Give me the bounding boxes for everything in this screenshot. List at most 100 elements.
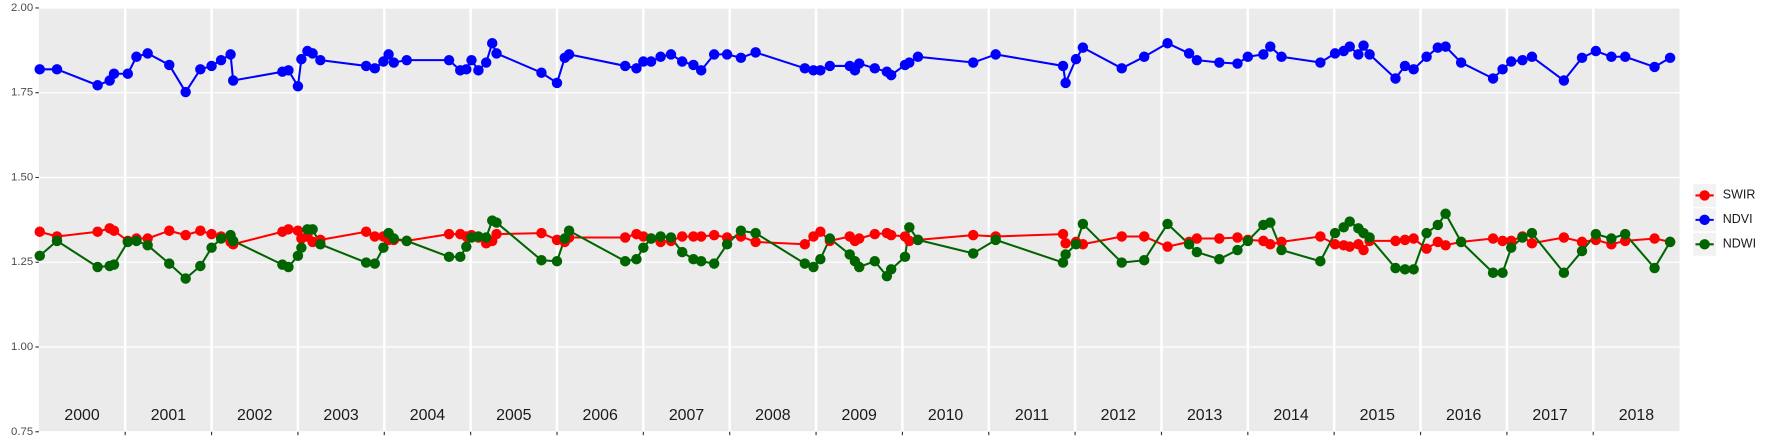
- data-point: [292, 81, 304, 92]
- data-point: [480, 232, 492, 243]
- data-point: [1232, 232, 1243, 243]
- data-point: [750, 236, 761, 248]
- data-point: [401, 235, 412, 247]
- data-point: [225, 49, 236, 60]
- data-point: [443, 251, 455, 263]
- data-point: [619, 256, 631, 267]
- data-point: [735, 225, 747, 236]
- data-point: [1183, 48, 1195, 59]
- data-point: [292, 250, 304, 262]
- data-point: [180, 229, 191, 241]
- data-point: [655, 51, 666, 63]
- data-point: [1242, 51, 1254, 63]
- data-point: [92, 80, 103, 91]
- data-point: [1191, 54, 1203, 66]
- data-point: [854, 58, 865, 69]
- data-point: [461, 241, 472, 252]
- data-point: [1576, 245, 1588, 257]
- data-point: [676, 56, 688, 67]
- year-label: 2018: [1619, 407, 1655, 424]
- data-point: [551, 77, 563, 89]
- data-point: [735, 52, 747, 64]
- data-point: [307, 48, 318, 59]
- data-point: [1505, 242, 1517, 253]
- data-point: [360, 60, 372, 72]
- data-point: [206, 60, 217, 72]
- data-point: [1619, 228, 1631, 240]
- data-point: [1606, 51, 1617, 63]
- data-point: [34, 250, 45, 262]
- data-point: [1344, 216, 1355, 227]
- legend-label: NDVI: [1723, 212, 1753, 226]
- data-point: [721, 49, 733, 60]
- data-point: [1421, 51, 1432, 63]
- data-point: [108, 225, 120, 236]
- data-point: [899, 251, 911, 263]
- y-tick-label: 1.75: [11, 87, 33, 99]
- data-point: [1329, 239, 1341, 250]
- data-point: [631, 253, 642, 265]
- data-point: [1576, 52, 1588, 64]
- data-point: [473, 65, 484, 76]
- data-point: [443, 54, 455, 66]
- data-point: [1408, 233, 1419, 244]
- data-point: [315, 54, 326, 66]
- year-label: 2001: [151, 407, 187, 424]
- data-point: [638, 242, 649, 253]
- data-point: [1432, 42, 1444, 53]
- data-point: [296, 53, 307, 65]
- data-point: [1649, 233, 1660, 244]
- data-point: [1421, 227, 1432, 239]
- y-tick-label: 0.75: [11, 426, 33, 438]
- data-point: [1060, 249, 1071, 260]
- data-point: [1329, 48, 1341, 59]
- data-point: [824, 233, 836, 244]
- data-point: [1590, 228, 1602, 240]
- data-point: [1455, 236, 1467, 248]
- data-point: [1116, 63, 1127, 74]
- data-point: [1077, 42, 1089, 53]
- data-point: [815, 65, 826, 76]
- data-point: [180, 86, 191, 98]
- data-point: [486, 37, 498, 49]
- data-point: [1408, 64, 1419, 75]
- data-point: [1358, 40, 1369, 51]
- data-point: [1517, 232, 1528, 243]
- data-point: [1116, 231, 1127, 242]
- data-point: [215, 54, 227, 66]
- data-point: [645, 233, 657, 244]
- data-point: [1070, 53, 1082, 65]
- data-point: [1558, 267, 1570, 278]
- data-point: [708, 258, 720, 269]
- data-point: [1232, 58, 1243, 69]
- data-point: [1408, 264, 1419, 275]
- data-point: [1258, 49, 1269, 60]
- data-point: [1057, 60, 1069, 72]
- data-point: [1329, 227, 1341, 239]
- data-point: [1353, 49, 1364, 60]
- y-tick-label: 1.25: [11, 256, 33, 268]
- y-tick-label: 1.50: [11, 171, 33, 183]
- plot-panel: [38, 7, 1680, 432]
- data-point: [815, 226, 826, 237]
- data-point: [912, 51, 924, 63]
- data-point: [815, 253, 826, 265]
- data-point: [51, 64, 63, 75]
- data-point: [1060, 238, 1071, 249]
- data-point: [1344, 41, 1355, 52]
- data-point: [360, 226, 372, 237]
- legend-dot: [1699, 239, 1710, 250]
- data-point: [1162, 218, 1173, 230]
- data-point: [645, 56, 657, 67]
- year-label: 2005: [496, 407, 532, 424]
- data-point: [1619, 51, 1631, 63]
- data-point: [1440, 240, 1451, 251]
- data-point: [1214, 57, 1225, 68]
- data-point: [195, 225, 206, 236]
- data-point: [307, 224, 318, 235]
- year-label: 2003: [323, 407, 359, 424]
- data-point: [1399, 264, 1411, 275]
- year-label: 2007: [669, 407, 705, 424]
- year-label: 2006: [582, 407, 618, 424]
